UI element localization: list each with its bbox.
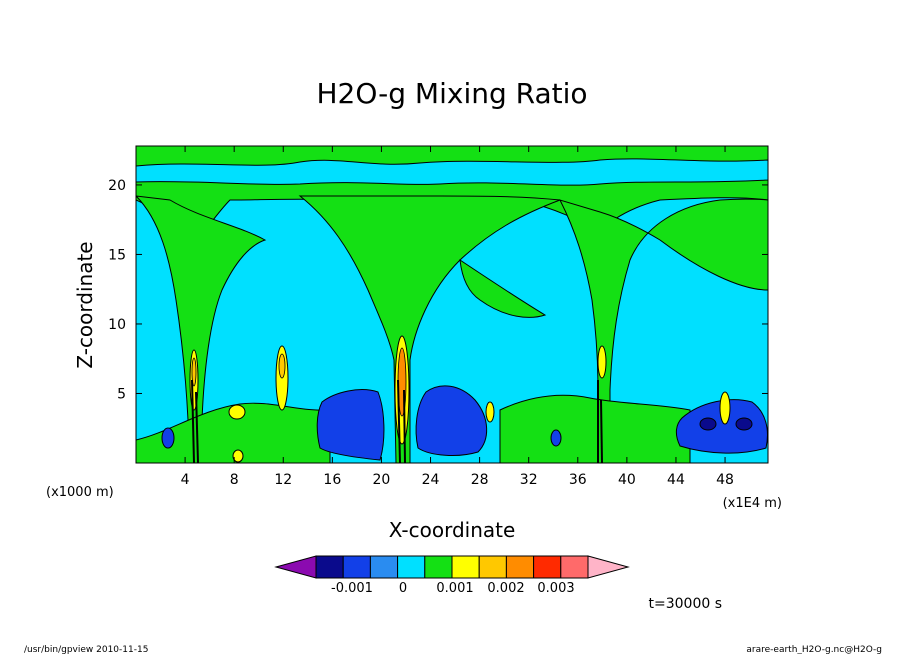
x-axis: 4 8 12 16 20 24 28 32 36 40 44 48 xyxy=(181,146,734,488)
plot-area xyxy=(135,145,769,464)
footer-right: arare-earth_H2O-g.nc@H2O-g xyxy=(746,645,882,654)
y-tick-label: 20 xyxy=(108,178,126,194)
colorbar-level-label: -0.001 xyxy=(331,581,373,596)
plume-left xyxy=(136,195,267,463)
x-unit-right: (x1E4 m) xyxy=(723,496,782,511)
core-26km xyxy=(485,401,495,423)
core-48km xyxy=(719,391,731,425)
colorbar-cell xyxy=(424,555,453,579)
colorbar-right-triangle xyxy=(587,555,630,579)
x-axis-label: X-coordinate xyxy=(389,518,516,542)
plume-right xyxy=(559,198,768,463)
x-unit-left: (x1000 m) xyxy=(46,485,114,500)
colorbar-level-label: 0.002 xyxy=(487,581,524,596)
x-tick-label: 44 xyxy=(667,472,685,488)
y-tick-label: 5 xyxy=(117,386,126,402)
colorbar-cell xyxy=(397,555,426,579)
colorbar-cell xyxy=(478,555,507,579)
plot-frame xyxy=(135,145,769,464)
colorbar-cell xyxy=(369,555,399,579)
negative-blob-3-core-b xyxy=(735,417,753,431)
negative-patch-b xyxy=(550,429,562,447)
x-tick-label: 16 xyxy=(323,472,341,488)
colorbar-cell xyxy=(315,555,344,579)
negative-blob-2 xyxy=(415,385,488,456)
core-8km-ground xyxy=(232,449,244,463)
x-tick-label: 24 xyxy=(422,472,440,488)
negative-blob-1 xyxy=(316,389,385,461)
x-tick-label: 12 xyxy=(274,472,292,488)
x-tick-label: 28 xyxy=(471,472,489,488)
colorbar-level-label: 0 xyxy=(399,581,407,596)
colorbar-cell xyxy=(560,555,589,579)
colorbar xyxy=(274,555,630,579)
y-axis: 5 10 15 20 xyxy=(108,178,768,402)
y-axis-label: Z-coordinate xyxy=(73,241,97,368)
colorbar-level-label: 0.003 xyxy=(537,581,574,596)
x-tick-label: 36 xyxy=(569,472,587,488)
colorbar-level-label: 0.001 xyxy=(436,581,473,596)
core-8km xyxy=(228,404,246,420)
colorbar-cell xyxy=(505,555,535,579)
colorbar-cell xyxy=(342,555,371,579)
x-tick-label: 32 xyxy=(520,472,538,488)
colorbar-left-triangle xyxy=(274,555,317,579)
core-right xyxy=(597,345,607,379)
footer-left: /usr/bin/gpview 2010-11-15 xyxy=(24,645,148,654)
core-12km-inner xyxy=(278,353,286,379)
chart-title: H2O-g Mixing Ratio xyxy=(316,77,587,110)
colorbar-cell xyxy=(533,555,562,579)
colorbar-labels: -0.001 0 0.001 0.002 0.003 xyxy=(331,581,575,596)
colorbar-cell xyxy=(451,555,480,579)
negative-patch-a xyxy=(161,427,175,449)
y-tick-label: 10 xyxy=(108,317,126,333)
x-tick-label: 48 xyxy=(716,472,734,488)
dense-contours xyxy=(191,379,603,463)
plume-center-right-arm xyxy=(459,258,547,318)
x-tick-label: 20 xyxy=(373,472,391,488)
x-tick-label: 8 xyxy=(230,472,239,488)
core-left-inner xyxy=(191,357,197,387)
upper-cyan-strip xyxy=(136,158,768,186)
time-label: t=30000 s xyxy=(649,596,723,612)
x-tick-label: 4 xyxy=(181,472,190,488)
y-tick-label: 15 xyxy=(108,247,126,263)
x-tick-label: 40 xyxy=(618,472,636,488)
negative-blob-3-core-a xyxy=(699,417,717,431)
